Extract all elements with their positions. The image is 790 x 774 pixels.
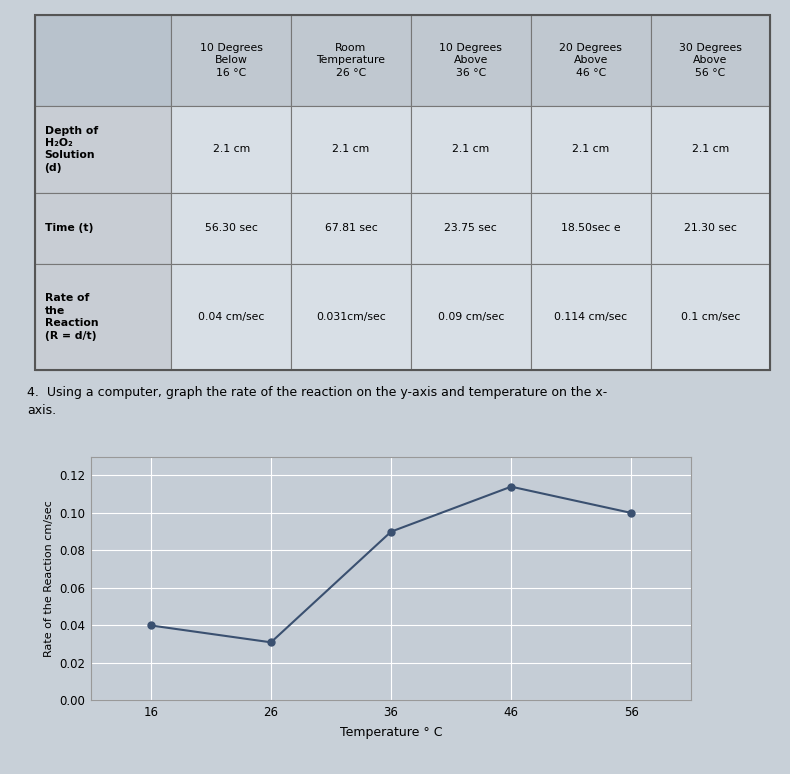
X-axis label: Temperature ° C: Temperature ° C bbox=[340, 726, 442, 739]
Bar bbox=[171, 264, 291, 370]
Bar bbox=[411, 15, 531, 105]
Bar bbox=[171, 105, 291, 193]
Text: 4.  Using a computer, graph the rate of the reaction on the y-axis and temperatu: 4. Using a computer, graph the rate of t… bbox=[28, 385, 608, 416]
Text: Time (t): Time (t) bbox=[44, 223, 93, 233]
Text: 2.1 cm: 2.1 cm bbox=[333, 144, 370, 154]
Text: 0.031cm/sec: 0.031cm/sec bbox=[316, 312, 386, 322]
Y-axis label: Rate of the Reaction cm/sec: Rate of the Reaction cm/sec bbox=[43, 500, 54, 657]
Bar bbox=[36, 264, 171, 370]
Text: 21.30 sec: 21.30 sec bbox=[684, 223, 737, 233]
Bar bbox=[531, 193, 651, 264]
Text: 10 Degrees
Above
36 °C: 10 Degrees Above 36 °C bbox=[439, 43, 502, 77]
Text: 56.30 sec: 56.30 sec bbox=[205, 223, 258, 233]
Bar bbox=[531, 105, 651, 193]
Text: 30 Degrees
Above
56 °C: 30 Degrees Above 56 °C bbox=[679, 43, 742, 77]
Bar bbox=[411, 264, 531, 370]
Text: 0.114 cm/sec: 0.114 cm/sec bbox=[554, 312, 627, 322]
Bar bbox=[651, 105, 770, 193]
Bar bbox=[291, 264, 411, 370]
Bar bbox=[36, 105, 171, 193]
Text: 10 Degrees
Below
16 °C: 10 Degrees Below 16 °C bbox=[200, 43, 262, 77]
Text: 0.04 cm/sec: 0.04 cm/sec bbox=[198, 312, 265, 322]
Bar bbox=[36, 15, 171, 105]
Text: 0.09 cm/sec: 0.09 cm/sec bbox=[438, 312, 504, 322]
Bar bbox=[171, 15, 291, 105]
Bar bbox=[291, 193, 411, 264]
Bar bbox=[411, 105, 531, 193]
Text: 2.1 cm: 2.1 cm bbox=[213, 144, 250, 154]
Bar bbox=[411, 193, 531, 264]
Text: 2.1 cm: 2.1 cm bbox=[572, 144, 609, 154]
Bar bbox=[651, 264, 770, 370]
Bar bbox=[531, 264, 651, 370]
Text: Rate of
the
Reaction
(R = d/t): Rate of the Reaction (R = d/t) bbox=[44, 293, 98, 341]
Text: 0.1 cm/sec: 0.1 cm/sec bbox=[681, 312, 740, 322]
Text: 18.50sec e: 18.50sec e bbox=[561, 223, 620, 233]
Bar bbox=[171, 193, 291, 264]
Bar bbox=[36, 193, 171, 264]
Bar bbox=[651, 15, 770, 105]
Text: Room
Temperature
26 °C: Room Temperature 26 °C bbox=[317, 43, 386, 77]
Bar bbox=[651, 193, 770, 264]
Text: Depth of
H₂O₂
Solution
(d): Depth of H₂O₂ Solution (d) bbox=[44, 125, 98, 173]
Text: 2.1 cm: 2.1 cm bbox=[452, 144, 490, 154]
Bar bbox=[291, 15, 411, 105]
Text: 20 Degrees
Above
46 °C: 20 Degrees Above 46 °C bbox=[559, 43, 622, 77]
Bar bbox=[531, 15, 651, 105]
Text: 67.81 sec: 67.81 sec bbox=[325, 223, 378, 233]
Bar bbox=[291, 105, 411, 193]
Text: 23.75 sec: 23.75 sec bbox=[445, 223, 497, 233]
Text: 2.1 cm: 2.1 cm bbox=[692, 144, 729, 154]
